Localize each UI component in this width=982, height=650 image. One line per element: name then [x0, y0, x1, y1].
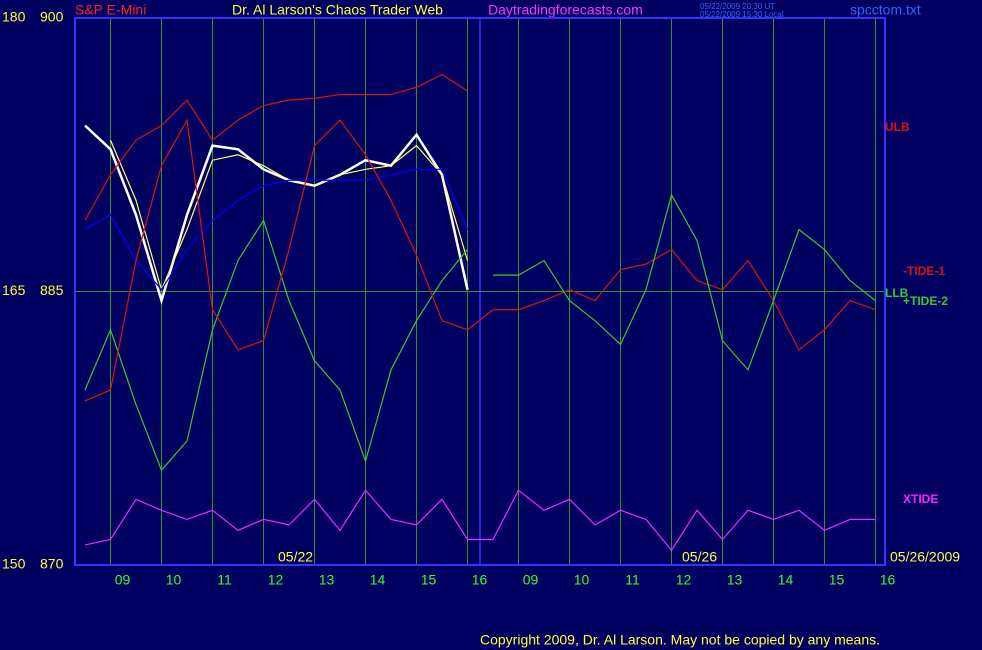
- y-tick-label: 900: [40, 9, 64, 25]
- legend-label: LLB: [885, 286, 909, 300]
- timestamp: 05/22/2009 20:30 UT: [700, 2, 775, 11]
- chart-title: Dr. Al Larson's Chaos Trader Web: [232, 2, 443, 18]
- x-tick-label: 10: [166, 572, 182, 588]
- legend-label: +TIDE-2: [903, 294, 948, 308]
- x-tick-label: 11: [217, 572, 232, 588]
- x-tick-label: 12: [676, 572, 692, 588]
- file-name: spcctom.txt: [850, 2, 921, 18]
- legend-label: XTIDE: [903, 492, 938, 506]
- x-tick-label: 09: [115, 572, 131, 588]
- y-tick-label: 870: [40, 556, 64, 572]
- legend-label: -TIDE-1: [903, 264, 945, 278]
- x-tick-label: 16: [472, 572, 488, 588]
- timestamp: 05/22/2009 15:30 Local: [700, 10, 784, 19]
- symbol: S&P E-Mini: [75, 2, 146, 18]
- series-line: [84, 118, 876, 402]
- x-tick-label: 12: [268, 572, 284, 588]
- plot-frame: [74, 17, 886, 566]
- series-line: [84, 218, 468, 472]
- y2-tick-label: 150: [2, 556, 26, 572]
- y2-tick-label: 165: [2, 282, 26, 298]
- x-tick-label: 10: [574, 572, 590, 588]
- y2-tick-label: 180: [2, 9, 26, 25]
- site: Daytradingforecasts.com: [488, 2, 643, 18]
- x-tick-label: 14: [370, 572, 386, 588]
- legend-label: ULB: [885, 120, 910, 134]
- x-tick-label: 09: [523, 572, 539, 588]
- x-tick-label: 16: [880, 572, 896, 588]
- series-line: [84, 489, 876, 552]
- x-tick-label: 15: [829, 572, 845, 588]
- date-label: 05/26/2009: [890, 549, 960, 565]
- y-tick-label: 885: [40, 282, 64, 298]
- date-label: 05/22: [278, 549, 313, 565]
- x-tick-label: 15: [421, 572, 437, 588]
- x-tick-label: 13: [319, 572, 335, 588]
- x-tick-label: 13: [727, 572, 743, 588]
- copyright: Copyright 2009, Dr. Al Larson. May not b…: [480, 632, 880, 648]
- series-line: [84, 168, 469, 291]
- date-label: 05/26: [682, 549, 717, 565]
- series-line: [84, 124, 469, 305]
- x-tick-label: 14: [778, 572, 794, 588]
- series-line: [493, 193, 876, 372]
- series-line: [84, 73, 468, 221]
- x-tick-label: 11: [625, 572, 640, 588]
